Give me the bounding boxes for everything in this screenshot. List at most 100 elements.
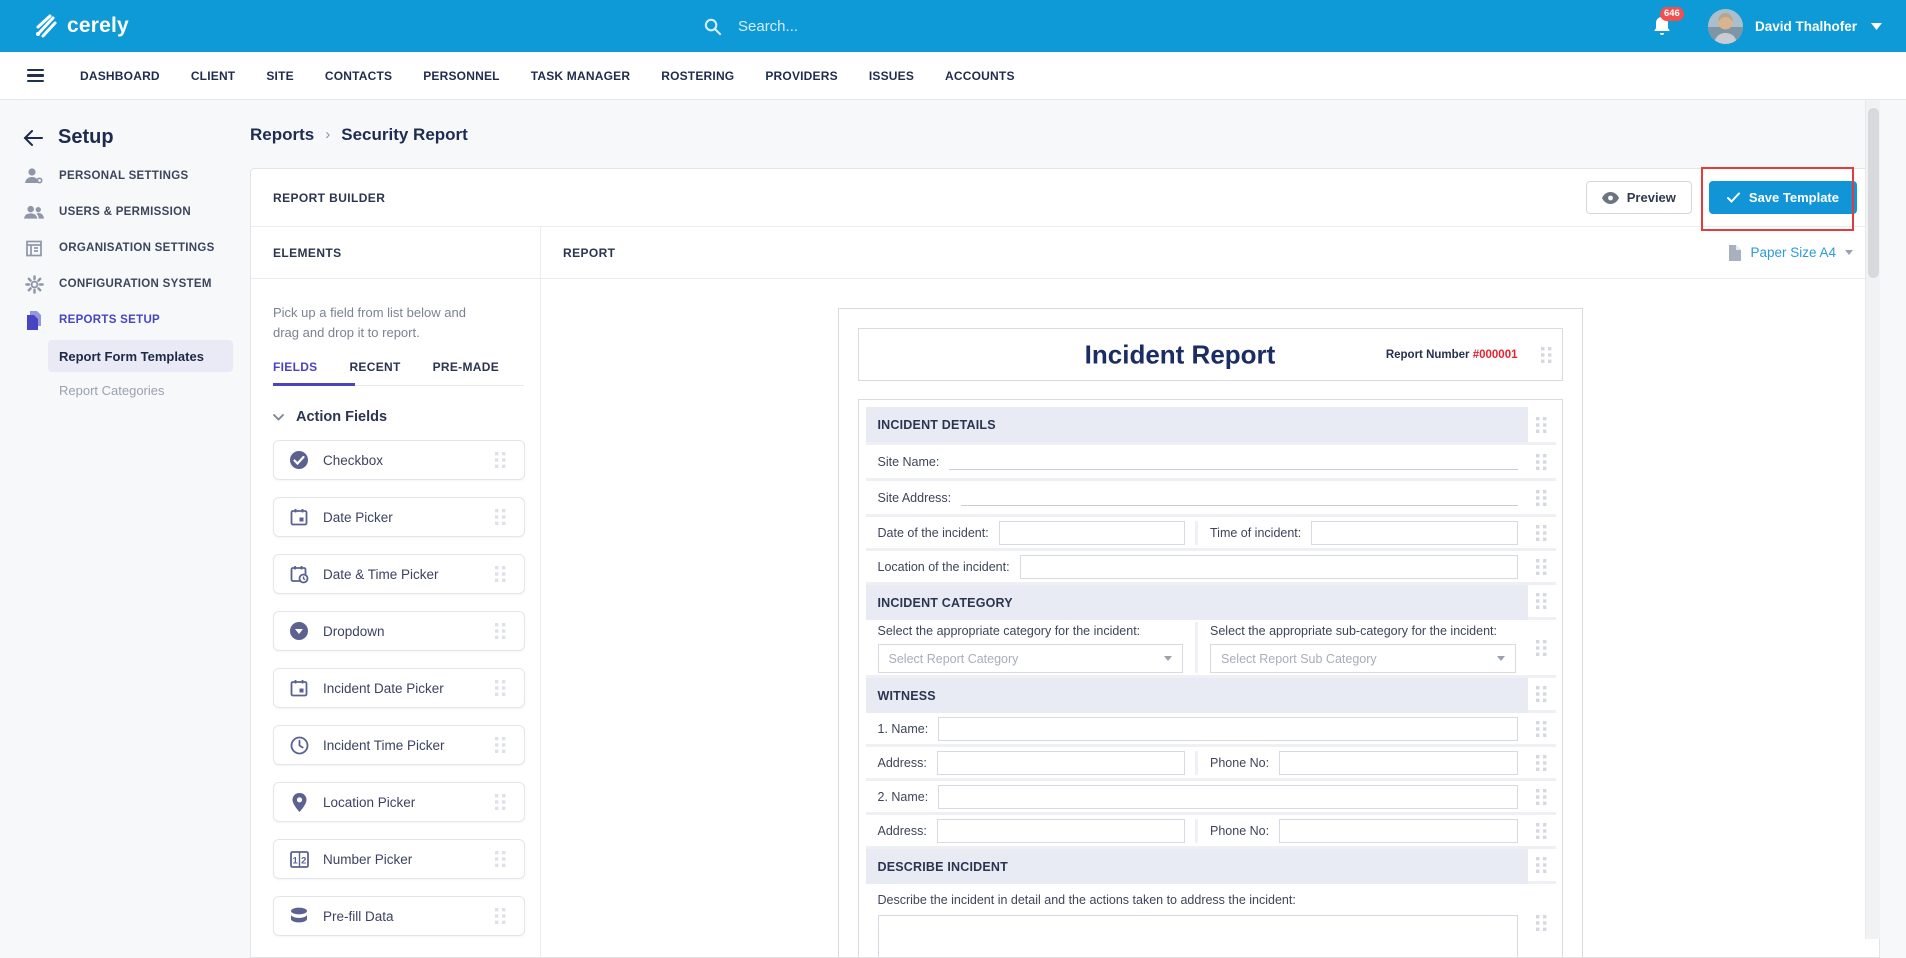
nav-item-accounts[interactable]: ACCOUNTS: [945, 69, 1015, 83]
paper-size-dropdown[interactable]: Paper Size A4: [1728, 245, 1853, 261]
text-input-field[interactable]: [938, 785, 1517, 809]
field-card-dropdown[interactable]: Dropdown: [273, 611, 525, 651]
nav-item-providers[interactable]: PROVIDERS: [765, 69, 837, 83]
search-input[interactable]: Search...: [703, 17, 798, 36]
sidebar-subitem-report-form-templates[interactable]: Report Form Templates: [48, 340, 233, 372]
description-textarea[interactable]: [878, 915, 1518, 957]
field-card-incident-time-picker[interactable]: Incident Time Picker: [273, 725, 525, 765]
field-card-checkbox[interactable]: Checkbox: [273, 440, 525, 480]
sidebar-item-personal-settings[interactable]: PERSONAL SETTINGS: [0, 158, 250, 194]
field-label: Address:: [866, 824, 927, 838]
drag-handle-icon: [490, 851, 512, 867]
drag-handle-icon[interactable]: [1541, 347, 1553, 363]
report-builder-card: REPORT BUILDER Preview Save Template: [250, 168, 1880, 958]
select-label: Select the appropriate sub-category for …: [1198, 622, 1528, 644]
write-line-field[interactable]: [961, 505, 1517, 506]
preview-button[interactable]: Preview: [1586, 181, 1692, 214]
avatar[interactable]: [1708, 9, 1743, 44]
breadcrumb-security-report: Security Report: [341, 125, 468, 145]
paper-size-label: Paper Size A4: [1750, 245, 1836, 260]
nav-item-contacts[interactable]: CONTACTS: [325, 69, 392, 83]
sidebar-item-configuration-system[interactable]: CONFIGURATION SYSTEM: [0, 266, 250, 302]
text-input-field[interactable]: [1311, 521, 1517, 545]
svg-text:2: 2: [301, 855, 306, 866]
search-icon: [703, 17, 722, 36]
user-settings-icon: [24, 167, 44, 185]
nav-item-task-manager[interactable]: TASK MANAGER: [531, 69, 631, 83]
text-input-field[interactable]: [1020, 555, 1518, 579]
drag-handle-icon: [1536, 686, 1548, 702]
field-card-label: Checkbox: [323, 453, 490, 468]
field-card-number-picker[interactable]: 12Number Picker: [273, 839, 525, 879]
category-select[interactable]: Select Report Sub Category: [1210, 644, 1516, 673]
breadcrumb-reports[interactable]: Reports: [250, 125, 314, 145]
drag-handle-icon: [1536, 490, 1548, 506]
field-card-date-time-picker[interactable]: Date & Time Picker: [273, 554, 525, 594]
text-input-field[interactable]: [937, 751, 1185, 775]
section-header: WITNESS: [866, 678, 1528, 713]
breadcrumb: Reports › Security Report: [250, 100, 1880, 145]
number-icon: 12: [288, 851, 310, 868]
page: Setup PERSONAL SETTINGSUSERS & PERMISSIO…: [0, 100, 1906, 939]
form-title-block[interactable]: Incident Report Report Number #000001: [858, 328, 1563, 381]
form-row-incident-category: INCIDENT CATEGORY: [866, 582, 1556, 617]
report-paper: Incident Report Report Number #000001 IN…: [838, 308, 1583, 957]
calendar-clock-icon: [288, 565, 310, 584]
caret-down-icon: [1497, 656, 1505, 661]
tab-recent[interactable]: RECENT: [349, 360, 400, 374]
nav-item-client[interactable]: CLIENT: [191, 69, 236, 83]
text-input-field[interactable]: [937, 819, 1185, 843]
elements-title: ELEMENTS: [273, 246, 342, 260]
field-label: Describe the incident in detail and the …: [866, 893, 1518, 907]
drag-handle-icon: [1536, 857, 1548, 873]
form-row-underline: Site Address:: [866, 478, 1556, 514]
drag-handle-icon: [1536, 789, 1548, 805]
field-card-label: Location Picker: [323, 795, 490, 810]
sidebar-item-organisation-settings[interactable]: ORGANISATION SETTINGS: [0, 230, 250, 266]
write-line-field[interactable]: [949, 469, 1517, 470]
field-card-date-picker[interactable]: Date Picker: [273, 497, 525, 537]
action-fields-group[interactable]: Action Fields: [273, 409, 524, 425]
calendar-icon: [288, 508, 310, 526]
field-card-pre-fill-data[interactable]: Pre-fill Data: [273, 896, 525, 936]
tab-fields[interactable]: FIELDS: [273, 360, 317, 374]
text-input-field[interactable]: [1279, 751, 1517, 775]
text-input-field[interactable]: [938, 717, 1517, 741]
form-row-two-inputs: Address:Phone No:: [866, 744, 1556, 778]
field-card-location-picker[interactable]: Location Picker: [273, 782, 525, 822]
text-input-field[interactable]: [999, 521, 1185, 545]
nav-item-issues[interactable]: ISSUES: [869, 69, 914, 83]
sidebar-subitem-report-categories[interactable]: Report Categories: [48, 374, 233, 406]
field-card-incident-date-picker[interactable]: Incident Date Picker: [273, 668, 525, 708]
nav-item-site[interactable]: SITE: [266, 69, 293, 83]
sidebar-item-users-permission[interactable]: USERS & PERMISSION: [0, 194, 250, 230]
check-icon: [1727, 192, 1740, 203]
text-input-field[interactable]: [1279, 819, 1517, 843]
scrollbar-thumb[interactable]: [1868, 108, 1879, 278]
elements-panel: ELEMENTS Pick up a field from list below…: [251, 227, 541, 957]
notifications-button[interactable]: 646: [1652, 15, 1672, 37]
active-tab-underline: [273, 383, 355, 386]
user-name[interactable]: David Thalhofer: [1755, 19, 1857, 34]
drag-handle-icon: [1536, 593, 1548, 609]
nav-item-personnel[interactable]: PERSONNEL: [423, 69, 499, 83]
save-template-button[interactable]: Save Template: [1709, 181, 1857, 214]
nav-item-dashboard[interactable]: DASHBOARD: [80, 69, 160, 83]
form-row-witness: WITNESS: [866, 675, 1556, 710]
scrollbar[interactable]: [1865, 52, 1880, 939]
category-select[interactable]: Select Report Category: [878, 644, 1184, 673]
hamburger-menu-icon[interactable]: [27, 69, 44, 83]
select-label: Select the appropriate category for the …: [866, 622, 1196, 644]
back-arrow-icon[interactable]: [23, 130, 43, 146]
drag-handle-icon: [490, 908, 512, 924]
form-row-input: 2. Name:: [866, 778, 1556, 812]
nav-item-rostering[interactable]: ROSTERING: [661, 69, 734, 83]
user-menu-caret-icon[interactable]: [1871, 23, 1882, 30]
caret-down-icon: [1845, 250, 1853, 255]
sidebar-item-reports-setup[interactable]: REPORTS SETUP: [0, 302, 250, 338]
app-logo[interactable]: cerely: [33, 13, 129, 39]
clock-icon: [288, 736, 310, 755]
drag-handle-icon: [490, 623, 512, 639]
tab-pre-made[interactable]: PRE-MADE: [433, 360, 499, 374]
drag-handle-icon: [1536, 454, 1548, 470]
